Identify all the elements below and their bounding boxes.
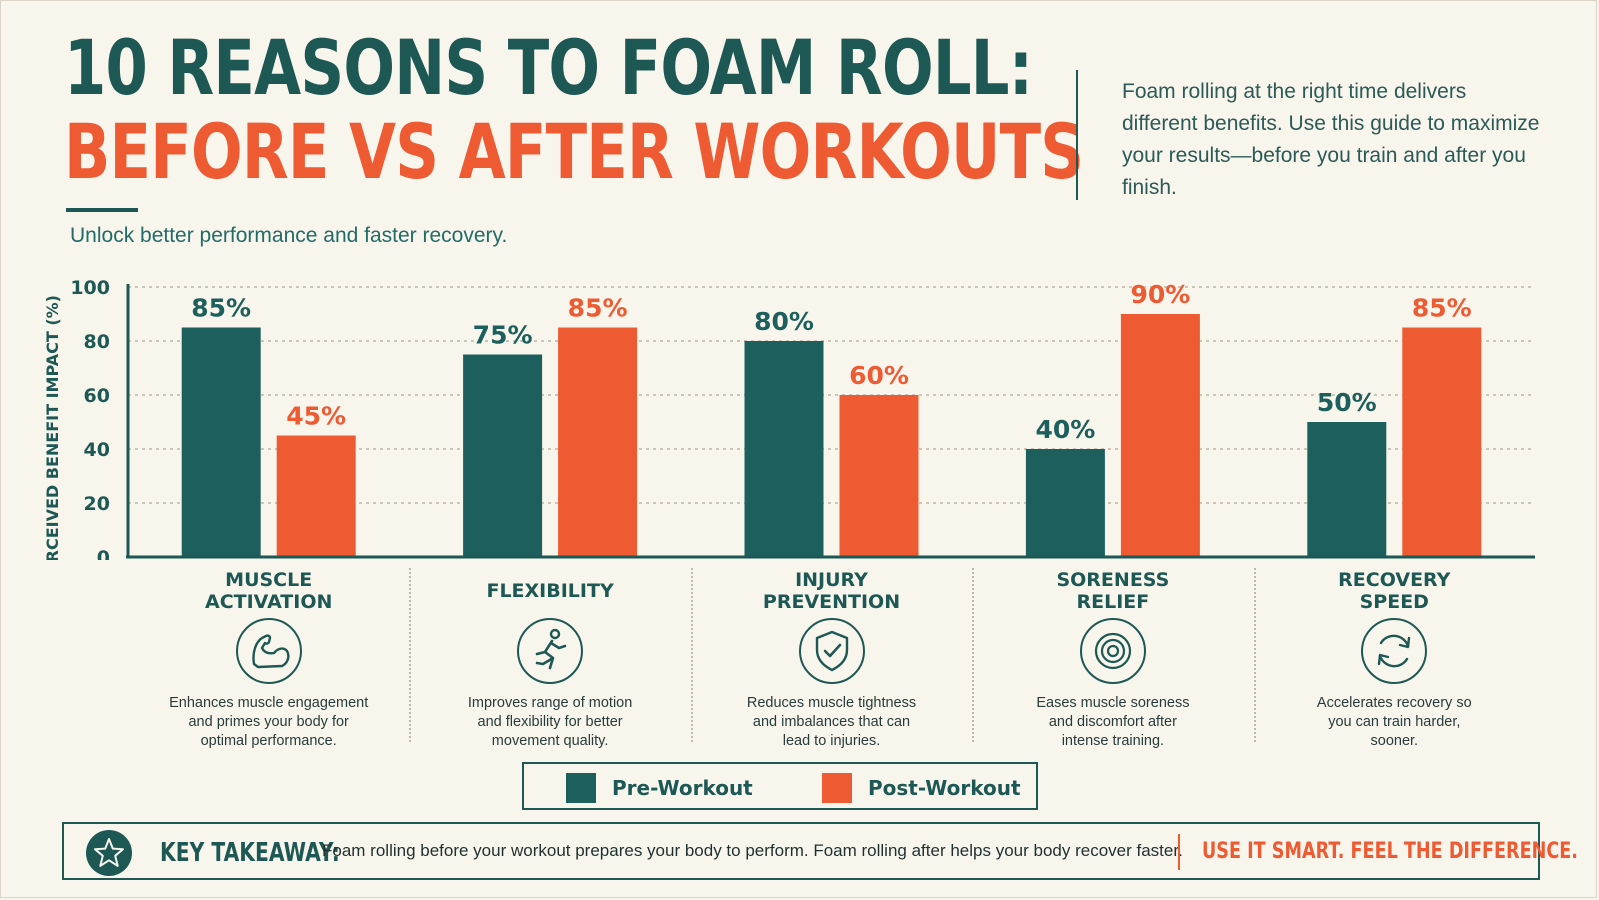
category-description: Enhances muscle engagement and primes yo… bbox=[169, 695, 369, 749]
takeaway-text: Foam rolling before your workout prepare… bbox=[322, 841, 1183, 860]
category-name: INJURY PREVENTION bbox=[762, 569, 901, 613]
category-separator bbox=[972, 568, 975, 742]
y-tick-label: 20 bbox=[84, 493, 110, 515]
title-line-1: 10 REASONS TO FOAM ROLL: bbox=[64, 23, 1033, 112]
header-divider bbox=[1076, 70, 1078, 200]
shield-check-icon bbox=[797, 616, 867, 686]
y-tick-label: 60 bbox=[84, 385, 110, 407]
title-accent-bar bbox=[66, 208, 138, 212]
category-separator bbox=[690, 568, 693, 742]
subtitle: Unlock better performance and faster rec… bbox=[70, 224, 508, 247]
category-3: SORENESS RELIEF Eases muscle soreness and… bbox=[993, 568, 1233, 751]
category-1: FLEXIBILITY Improves range of motion and … bbox=[430, 568, 670, 751]
takeaway-divider bbox=[1178, 834, 1180, 870]
bar-chart: 0 20 40 60 80 100 85% 45% 75% 85% 80% 60% 40% 90% 50%… bbox=[43, 277, 1535, 560]
value-label-pre-2: 80% bbox=[754, 307, 814, 336]
value-label-pre-4: 50% bbox=[1317, 388, 1377, 417]
value-label-pre-1: 75% bbox=[473, 321, 533, 350]
legend-item-pre: Pre-Workout bbox=[566, 773, 753, 803]
value-label-post-0: 45% bbox=[286, 402, 346, 431]
category-name: FLEXIBILITY bbox=[486, 580, 614, 602]
title-line-2: BEFORE VS AFTER WORKOUTS bbox=[64, 107, 1084, 196]
category-name: MUSCLE ACTIVATION bbox=[204, 569, 333, 613]
refresh-arrows-icon bbox=[1359, 616, 1429, 686]
value-label-post-2: 60% bbox=[849, 361, 909, 390]
category-description: Eases muscle soreness and discomfort aft… bbox=[1036, 695, 1190, 749]
bar-pre-3 bbox=[1025, 449, 1105, 557]
category-name: SORENESS RELIEF bbox=[1056, 569, 1170, 613]
bar-pre-0 bbox=[181, 327, 261, 557]
bar-post-1 bbox=[558, 327, 638, 557]
legend-item-post: Post-Workout bbox=[822, 773, 1021, 803]
star-icon bbox=[86, 830, 132, 876]
key-takeaway-banner: KEY TAKEAWAY: Foam rolling before your w… bbox=[62, 822, 1578, 880]
category-2: INJURY PREVENTION Reduces muscle tightnes… bbox=[712, 568, 952, 751]
intro-text: Foam rolling at the right time delivers … bbox=[1122, 80, 1540, 199]
chart-bars bbox=[181, 314, 1482, 557]
category-4: RECOVERY SPEED Accelerates recovery so yo… bbox=[1274, 568, 1514, 751]
chart-value-labels: 85% 45% 75% 85% 80% 60% 40% 90% 50% 85% bbox=[191, 280, 1471, 444]
legend-swatch-post bbox=[822, 773, 852, 803]
value-label-pre-0: 85% bbox=[191, 294, 251, 323]
value-label-post-4: 85% bbox=[1412, 294, 1472, 323]
legend-label-post: Post-Workout bbox=[868, 776, 1021, 800]
category-description: Accelerates recovery so you can train ha… bbox=[1316, 695, 1472, 749]
bar-pre-4 bbox=[1307, 422, 1387, 557]
legend-label-pre: Pre-Workout bbox=[612, 776, 753, 800]
y-tick-label: 100 bbox=[70, 277, 110, 299]
takeaway-label: KEY TAKEAWAY: bbox=[160, 838, 340, 868]
category-description: Improves range of motion and flexibility… bbox=[467, 695, 633, 749]
y-tick-label: 0 bbox=[97, 547, 110, 560]
running-figure-icon bbox=[515, 616, 585, 686]
y-tick-label: 40 bbox=[84, 439, 110, 461]
y-axis-ticks: 0 20 40 60 80 100 bbox=[70, 277, 110, 560]
y-tick-label: 80 bbox=[84, 331, 110, 353]
bar-post-0 bbox=[276, 435, 356, 557]
category-name: RECOVERY SPEED bbox=[1338, 569, 1451, 613]
takeaway-slogan: USE IT SMART. FEEL THE DIFFERENCE. bbox=[1202, 839, 1578, 864]
category-separator bbox=[409, 568, 412, 742]
category-separator bbox=[1253, 568, 1256, 742]
y-axis-label: PERCEIVED BENEFIT IMPACT (%) bbox=[43, 295, 62, 560]
value-label-post-1: 85% bbox=[568, 294, 628, 323]
concentric-circles-icon bbox=[1078, 616, 1148, 686]
bar-post-2 bbox=[839, 395, 919, 557]
category-description: Reduces muscle tightness and imbalances … bbox=[746, 695, 917, 749]
legend: Pre-Workout Post-Workout bbox=[522, 762, 1038, 810]
bar-post-3 bbox=[1120, 314, 1200, 557]
category-0: MUSCLE ACTIVATION Enhances muscle engagem… bbox=[149, 568, 389, 751]
value-label-pre-3: 40% bbox=[1035, 415, 1095, 444]
bar-pre-1 bbox=[463, 354, 543, 557]
bar-pre-2 bbox=[744, 341, 824, 557]
bar-post-4 bbox=[1402, 327, 1482, 557]
flexed-bicep-icon bbox=[234, 616, 304, 686]
legend-swatch-pre bbox=[566, 773, 596, 803]
value-label-post-3: 90% bbox=[1130, 280, 1190, 309]
